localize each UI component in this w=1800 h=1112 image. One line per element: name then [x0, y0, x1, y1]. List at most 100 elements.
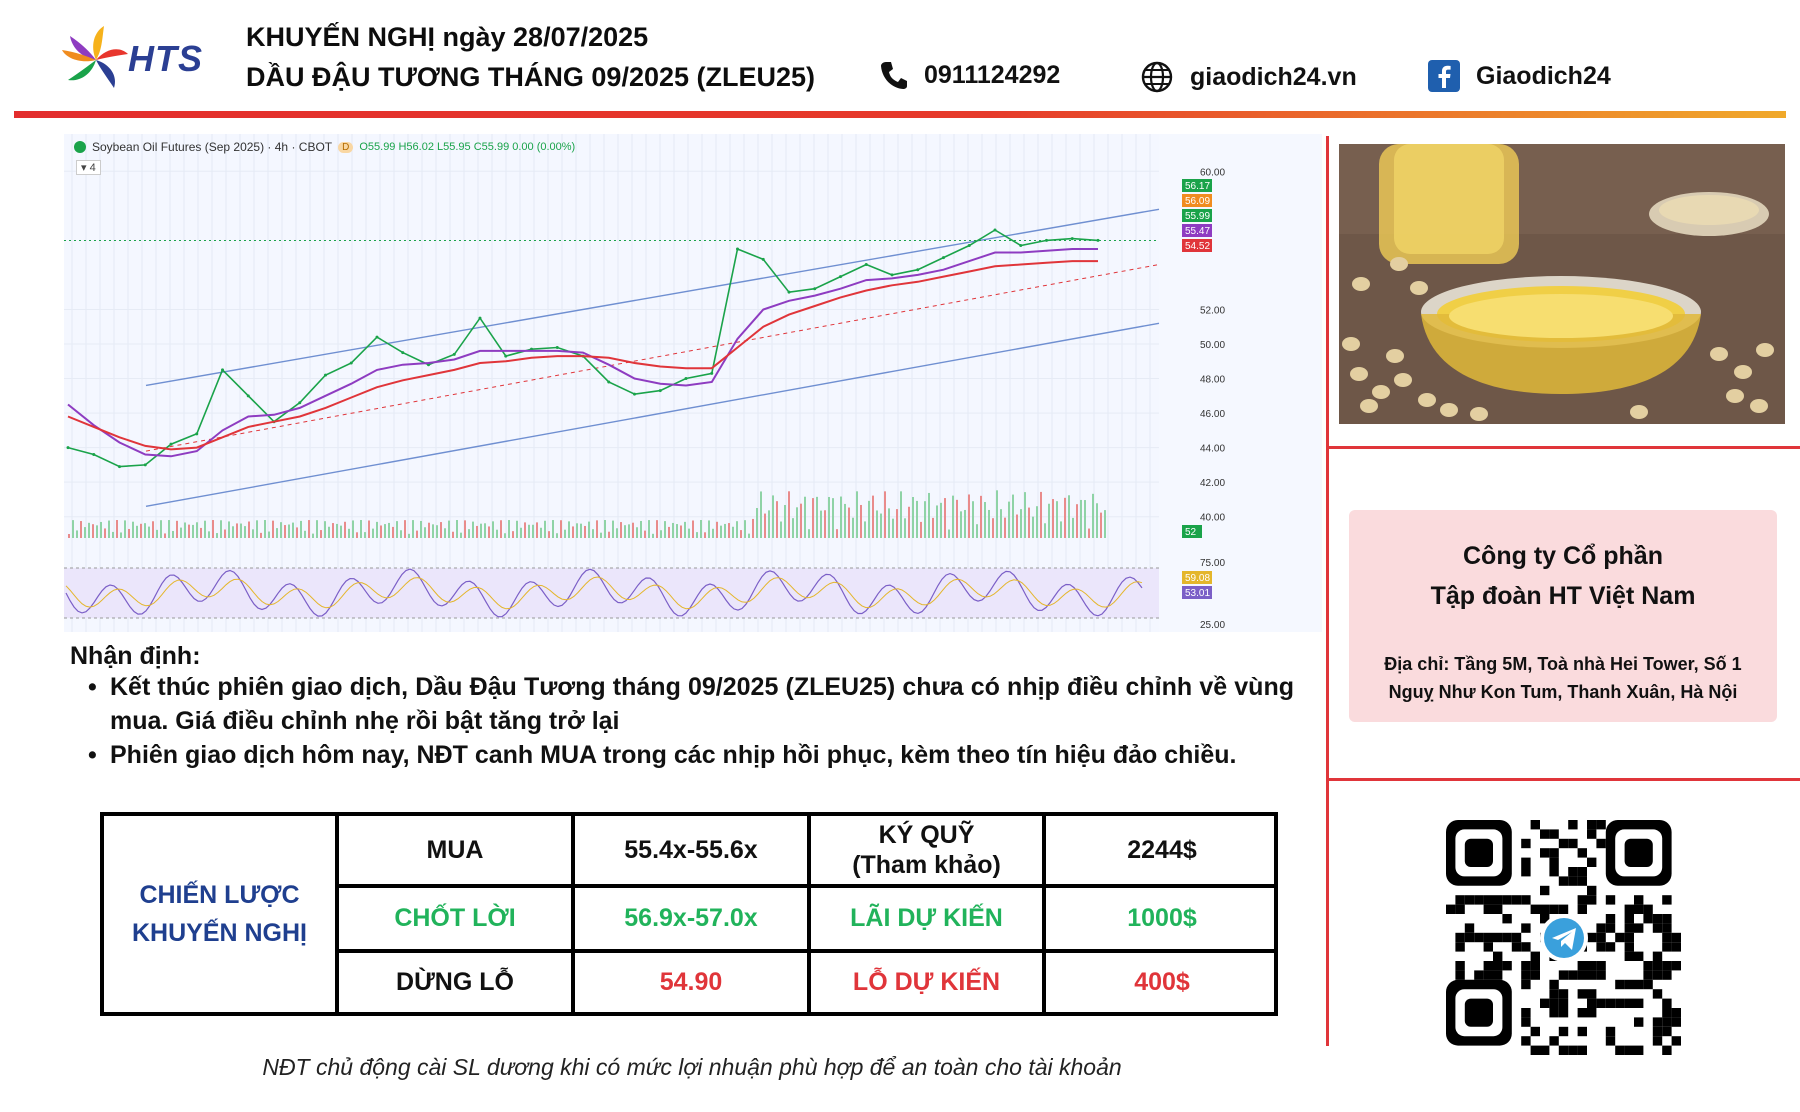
- price-tag-bg: [1182, 209, 1212, 222]
- volume-bar: [416, 530, 418, 538]
- volume-bar: [580, 523, 582, 538]
- qr-module: [1455, 961, 1465, 971]
- qr-module: [1540, 904, 1550, 914]
- volume-bar: [180, 527, 182, 538]
- table-col-sep-2: [571, 816, 575, 1012]
- rsi-tag-label: 59.08: [1185, 573, 1210, 584]
- volume-bar: [624, 525, 626, 538]
- volume-bar: [920, 521, 922, 538]
- volume-bar: [768, 510, 770, 538]
- qr-module: [1530, 904, 1540, 914]
- volume-bar: [748, 533, 750, 538]
- qr-module: [1483, 895, 1493, 905]
- price-series-point: [736, 247, 739, 251]
- chart-canvas: 60.00 52.00 50.00 48.00 46.00 44.00 42.00 40.00…: [64, 134, 1225, 632]
- qr-module: [1521, 1036, 1531, 1046]
- qr-module: [1671, 961, 1681, 971]
- qr-module: [1643, 979, 1653, 990]
- qr-module: [1652, 961, 1663, 971]
- volume-bar: [452, 531, 454, 538]
- qr-module: [1549, 1008, 1559, 1018]
- rsi-signal-line: [65, 576, 1143, 610]
- qr-module: [1605, 1036, 1616, 1046]
- volume-bar: [304, 530, 306, 538]
- volume-bar: [644, 530, 646, 538]
- buy-range: 55.4x-55.6x: [624, 835, 758, 864]
- qr-module: [1540, 998, 1550, 1008]
- qr-module: [1455, 932, 1465, 943]
- qr-module: [1624, 914, 1634, 924]
- right-column-divider: [1326, 136, 1329, 1046]
- price-series-point: [375, 335, 379, 339]
- volume-bar: [340, 525, 342, 538]
- right-divider-1: [1326, 446, 1800, 449]
- qr-module: [1596, 998, 1606, 1008]
- volume-bar: [564, 529, 566, 538]
- volume-bar: [516, 520, 518, 538]
- chart-interval-toggle[interactable]: ▾ 4: [76, 160, 101, 175]
- price-series-point: [452, 352, 456, 356]
- volume-bar: [836, 529, 838, 538]
- price-tag-label: 56.09: [1185, 196, 1210, 207]
- qr-module: [1493, 904, 1503, 914]
- price-series-point: [1096, 238, 1100, 242]
- qr-module: [1615, 1045, 1625, 1055]
- company-name-line1: Công ty Cổ phần: [1463, 542, 1663, 570]
- price-series-point: [1019, 244, 1023, 248]
- margin-value: 2244$: [1127, 835, 1197, 864]
- qr-module: [1577, 1008, 1587, 1018]
- volume-bar: [512, 531, 514, 538]
- volume-bar: [164, 533, 166, 538]
- take-profit-label: CHỐT LỜI: [394, 904, 516, 932]
- website-contact[interactable]: giaodich24.vn: [1140, 60, 1357, 94]
- volume-bar: [620, 522, 622, 538]
- volume-bar: [872, 495, 874, 538]
- qr-module: [1624, 923, 1634, 933]
- price-series-point: [169, 442, 173, 446]
- price-series-point: [993, 228, 997, 232]
- volume-bar: [540, 527, 542, 538]
- volume-bar: [988, 509, 990, 538]
- soybean-oil-photo: [1339, 144, 1785, 424]
- volume-bar: [932, 517, 934, 538]
- qr-module: [1493, 961, 1503, 971]
- qr-module: [1662, 1017, 1672, 1027]
- volume-bar: [952, 495, 954, 538]
- qr-module: [1558, 904, 1569, 914]
- qr-finder-inner: [1624, 838, 1653, 867]
- qr-module: [1634, 904, 1644, 914]
- volume-bar: [1100, 512, 1102, 538]
- qr-module: [1493, 895, 1503, 905]
- qr-module: [1455, 970, 1465, 980]
- volume-bar: [364, 532, 366, 538]
- volume-bar: [776, 501, 778, 538]
- qr-module: [1643, 914, 1653, 924]
- phone-contact[interactable]: 0911124292: [880, 60, 1060, 90]
- qr-module: [1577, 867, 1587, 877]
- volume-bar: [80, 521, 82, 538]
- volume-bar: [192, 524, 194, 538]
- volume-bar: [712, 528, 714, 538]
- volume-bar: [876, 510, 878, 538]
- qr-module: [1540, 1045, 1550, 1055]
- telegram-qr-code[interactable]: [1446, 820, 1682, 1056]
- chart-interval-value: 4: [89, 162, 96, 174]
- price-series-point: [710, 371, 714, 375]
- qr-module: [1549, 904, 1559, 914]
- price-series-point: [967, 244, 971, 248]
- price-chart: 60.00 52.00 50.00 48.00 46.00 44.00 42.00 40.00…: [64, 134, 1322, 632]
- volume-bar: [1016, 514, 1018, 538]
- qr-module: [1624, 979, 1634, 990]
- volume-bar: [648, 520, 650, 538]
- margin-label: KÝ QUỸ (Tham khảo): [811, 816, 1042, 884]
- qr-module: [1549, 979, 1559, 990]
- qr-module: [1446, 904, 1456, 914]
- volume-bar: [800, 503, 802, 538]
- facebook-contact[interactable]: Giaodich24: [1428, 60, 1611, 92]
- volume-bar: [680, 525, 682, 538]
- volume-bar: [360, 520, 362, 538]
- facebook-page: Giaodich24: [1476, 61, 1611, 90]
- volume-bar: [132, 521, 134, 538]
- qr-module: [1511, 895, 1522, 905]
- volume-bar: [300, 520, 302, 538]
